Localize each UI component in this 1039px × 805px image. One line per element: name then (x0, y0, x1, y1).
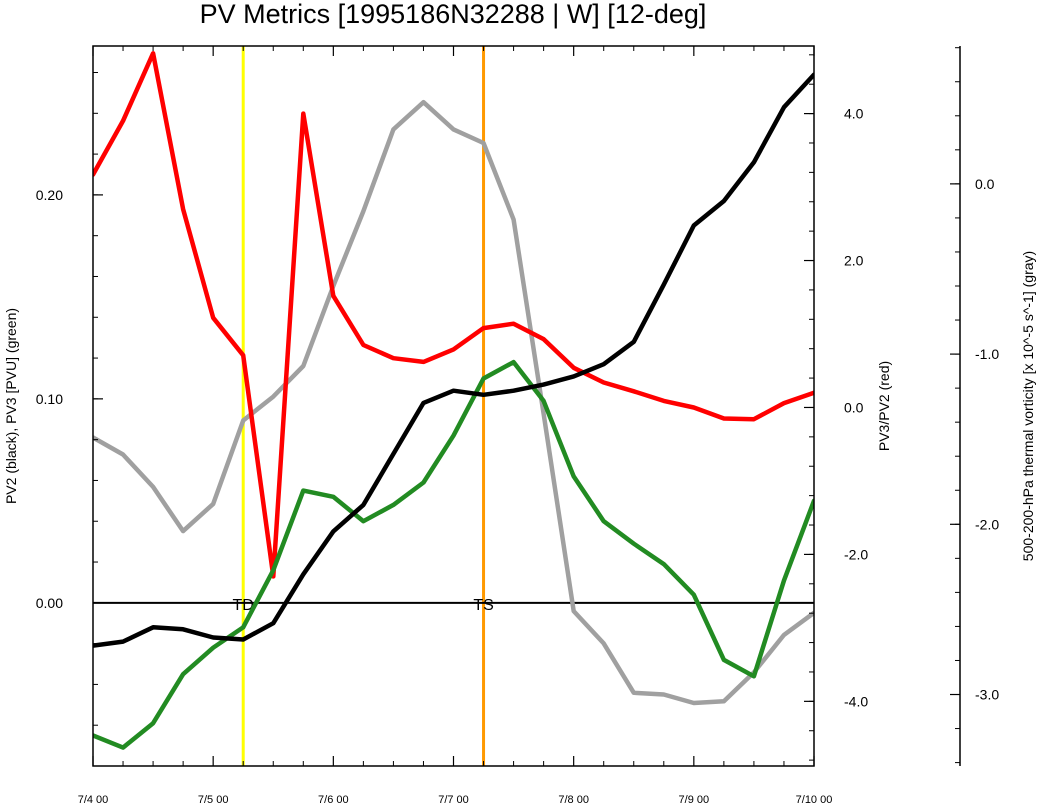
y-tick-label: -2.0 (844, 546, 868, 562)
y-tick-label: 0.10 (36, 391, 63, 407)
y-tick-label: -2.0 (975, 516, 999, 532)
y-tick-label: -4.0 (844, 693, 868, 709)
far-right-axis: 0.0 -1.0 -2.0 -3.0 (950, 46, 999, 766)
event-label-td: TD (233, 597, 254, 614)
y-tick-label: -3.0 (975, 687, 999, 703)
x-tick-label: 7/5 00 (198, 794, 229, 805)
left-axis: 0.10 0.20 0.00 (36, 72, 103, 767)
far-right-axis-label: 500-200-hPa thermal vorticity [x 10^-5 s… (1020, 251, 1036, 561)
x-tick-label: 7/10 00 (796, 794, 833, 805)
y-tick-label: 2.0 (844, 253, 864, 269)
event-label-ts: TS (473, 597, 493, 614)
event-labels: TD TS (233, 597, 494, 614)
x-tick-label: 7/7 00 (438, 794, 469, 805)
x-axis: 7/4 00 7/5 00 7/6 00 7/7 00 7/8 00 7/9 00 7/10… (78, 46, 833, 805)
x-tick-label: 7/9 00 (679, 794, 710, 805)
y-tick-label: 0.0 (844, 399, 864, 415)
series-lines (93, 51, 814, 750)
y-tick-label: 0.20 (36, 187, 63, 203)
y-tick-label: 4.0 (844, 106, 864, 122)
series-line-3 (93, 72, 814, 648)
chart-title: PV Metrics [1995186N32288 | W] [12-deg] (200, 0, 707, 29)
y-tick-label: -1.0 (975, 346, 999, 362)
right-axis-label: PV3/PV2 (red) (876, 361, 892, 451)
series-line-1 (93, 51, 814, 579)
series-line-0 (93, 99, 814, 706)
left-axis-label: PV2 (black), PV3 [PVU] (green) (3, 308, 19, 504)
y-tick-label: 0.00 (36, 595, 63, 611)
event-lines (241, 46, 486, 766)
x-tick-label: 7/8 00 (558, 794, 589, 805)
series-line-2 (93, 359, 814, 750)
y-tick-label: 0.0 (975, 176, 995, 192)
right-axis: 4.0 2.0 0.0 -2.0 -4.0 (804, 54, 868, 761)
x-tick-label: 7/4 00 (78, 794, 109, 805)
x-tick-label: 7/6 00 (318, 794, 349, 805)
